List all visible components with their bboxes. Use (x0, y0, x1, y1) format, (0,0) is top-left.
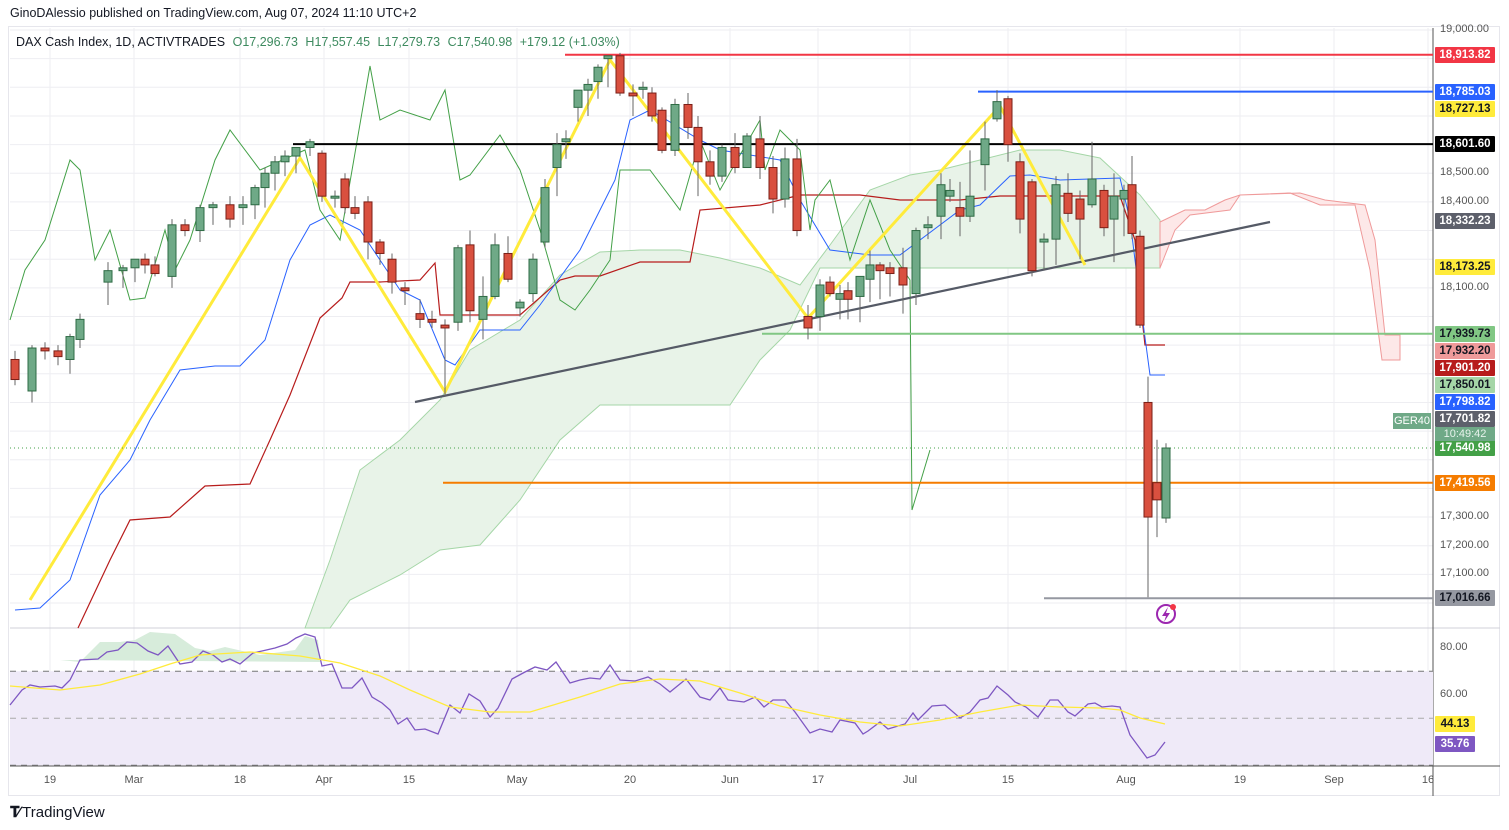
price-tag: 17,701.82 (1435, 410, 1495, 427)
price-tag: 18,913.82 (1435, 46, 1495, 63)
price-tick: 17,300.00 (1440, 510, 1489, 523)
price-tag: 17,932.20 (1435, 342, 1495, 359)
logo-text: TradingView (22, 804, 105, 821)
tradingview-logo-icon: 𝐓∕ (10, 804, 20, 821)
price-tag: 17,016.66 (1435, 590, 1495, 607)
change-value: +179.12 (+1.03%) (519, 35, 620, 49)
time-tick: 19 (43, 774, 57, 786)
tradingview-logo[interactable]: 𝐓∕ TradingView (10, 804, 105, 821)
price-tick: 17,200.00 (1440, 538, 1489, 551)
time-tick: 15 (402, 774, 416, 786)
rsi-tag: 35.76 (1435, 736, 1475, 752)
chart-frame (8, 26, 1500, 796)
price-tag: 17,540.98 (1435, 440, 1495, 456)
symbol-name: DAX Cash Index, 1D, ACTIVTRADES (16, 35, 226, 49)
symbol-legend: DAX Cash Index, 1D, ACTIVTRADES O17,296.… (16, 35, 620, 49)
symbol-badge: GER40 (1393, 413, 1431, 429)
price-tick: 17,100.00 (1440, 567, 1489, 580)
bar-countdown: 10:49:42 (1435, 427, 1495, 441)
time-tick: 16 (1421, 774, 1435, 786)
time-tick: Mar (124, 774, 144, 786)
publisher-info: GinoDAlessio published on TradingView.co… (10, 6, 417, 20)
time-tick: Jul (902, 774, 918, 786)
price-tag: 18,601.60 (1435, 136, 1495, 153)
price-tick: 18,400.00 (1440, 194, 1489, 207)
rsi-tick: 60.00 (1440, 687, 1468, 700)
time-tick: May (506, 774, 528, 786)
low-value: L17,279.73 (377, 35, 441, 49)
price-tag: 17,901.20 (1435, 359, 1495, 376)
price-tag: 17,850.01 (1435, 376, 1495, 393)
time-tick: Jun (721, 774, 739, 786)
time-tick: 19 (1233, 774, 1247, 786)
open-value: O17,296.73 (232, 35, 298, 49)
price-tick: 18,100.00 (1440, 280, 1489, 293)
rsi-tick: 80.00 (1440, 640, 1468, 653)
price-tag: 18,332.23 (1435, 213, 1495, 230)
high-value: H17,557.45 (305, 35, 371, 49)
time-tick: Aug (1116, 774, 1136, 786)
time-tick: 15 (1001, 774, 1015, 786)
price-tag: 18,173.25 (1435, 258, 1495, 275)
time-tick: 18 (233, 774, 247, 786)
price-tick: 18,500.00 (1440, 166, 1489, 179)
price-tick: 19,000.00 (1440, 23, 1489, 35)
price-tag: 17,419.56 (1435, 474, 1495, 491)
time-tick: 20 (623, 774, 637, 786)
time-tick: Apr (315, 774, 333, 786)
price-tag: 17,939.73 (1435, 325, 1495, 342)
time-tick: 17 (811, 774, 825, 786)
event-lightning-icon[interactable] (1156, 604, 1176, 624)
price-tag: 18,727.13 (1435, 100, 1495, 117)
time-tick: Sep (1324, 774, 1344, 786)
price-tag: 18,785.03 (1435, 83, 1495, 100)
close-value: C17,540.98 (447, 35, 513, 49)
price-tag: 17,798.82 (1435, 393, 1495, 410)
rsi-tag: 44.13 (1435, 716, 1475, 732)
